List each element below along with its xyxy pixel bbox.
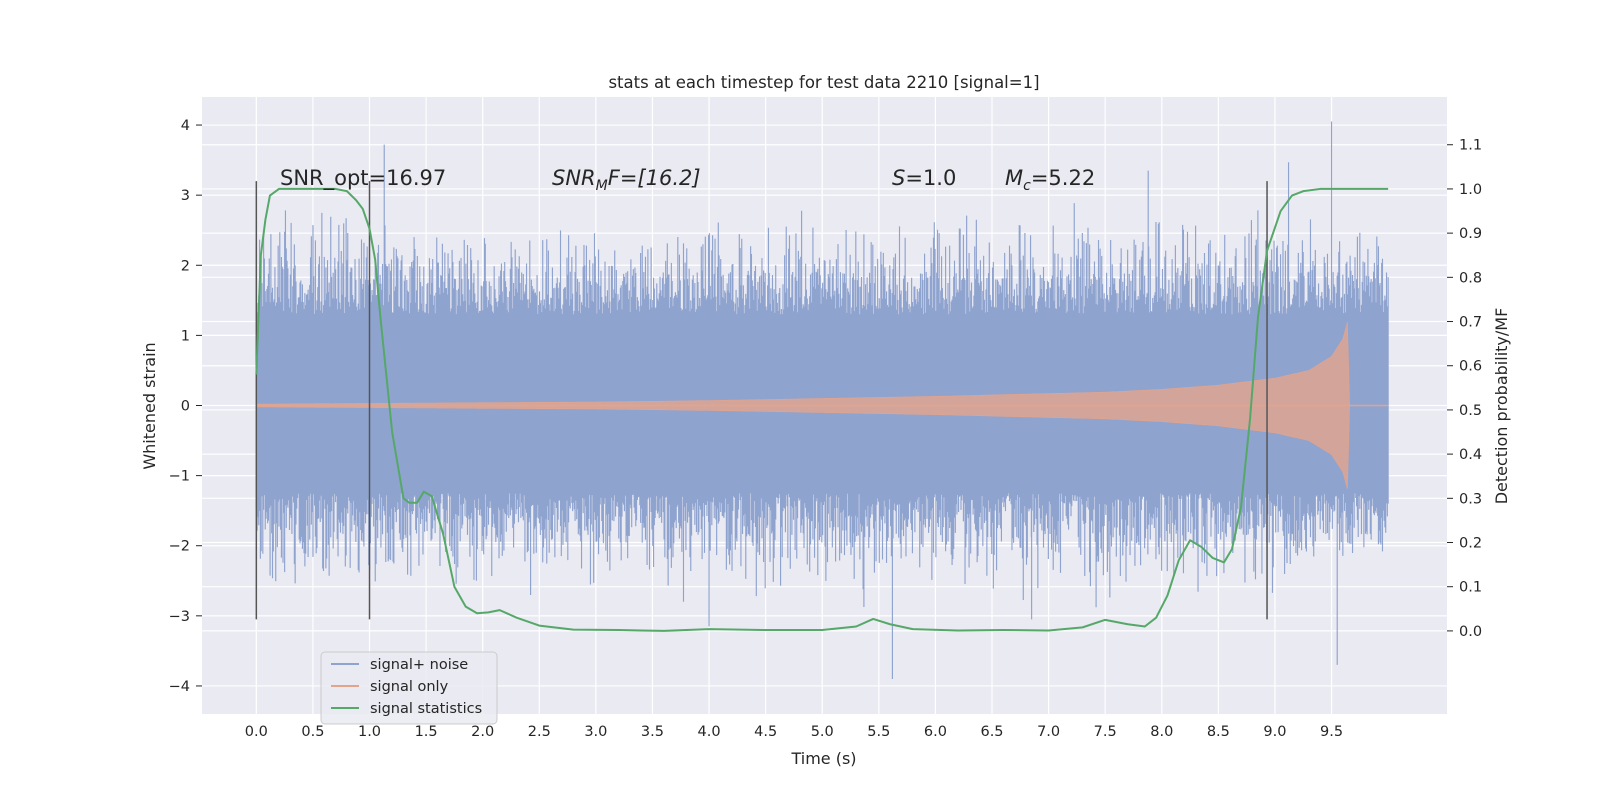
x-tick-label: 8.5 bbox=[1207, 724, 1230, 740]
x-tick-label: 6.5 bbox=[980, 724, 1003, 740]
x-tick-label: 5.0 bbox=[811, 724, 834, 740]
y-tick-label: −2 bbox=[169, 539, 190, 555]
y-tick-label: 2 bbox=[181, 258, 190, 274]
legend-label-noise: signal+ noise bbox=[370, 657, 468, 673]
y-axis-right-ticks: 1.1 1.0 0.9 0.8 0.7 0.6 0.5 0.4 0.3 0.2 0.1 0.0 bbox=[1447, 138, 1482, 640]
y-tick-label: 1 bbox=[181, 328, 190, 344]
y-right-tick-label: 0.0 bbox=[1459, 624, 1482, 640]
annotation-s: S=1.0 bbox=[892, 166, 956, 190]
chart-title: stats at each timestep for test data 221… bbox=[608, 73, 1039, 92]
annotation-snr-mf: SNRMF=[16.2] bbox=[552, 166, 701, 194]
x-axis-ticks: 0.0 0.5 1.0 1.5 2.0 2.5 3.0 3.5 4.0 4.5 5.0 5.5 6.0 6… bbox=[245, 724, 1343, 740]
x-tick-label: 9.0 bbox=[1263, 724, 1286, 740]
x-tick-label: 4.5 bbox=[754, 724, 777, 740]
x-tick-label: 0.5 bbox=[301, 724, 324, 740]
legend-label-signal: signal only bbox=[370, 679, 449, 695]
x-tick-label: 3.0 bbox=[584, 724, 607, 740]
y-tick-label: 3 bbox=[181, 188, 190, 204]
y-right-tick-label: 0.2 bbox=[1459, 536, 1482, 552]
x-tick-label: 2.0 bbox=[471, 724, 494, 740]
y-right-tick-label: 0.9 bbox=[1459, 226, 1482, 242]
legend: signal+ noise signal only signal statist… bbox=[320, 651, 498, 725]
x-tick-label: 4.0 bbox=[698, 724, 721, 740]
x-tick-label: 9.5 bbox=[1320, 724, 1343, 740]
y-tick-label: 4 bbox=[181, 118, 190, 134]
y-right-tick-label: 0.7 bbox=[1459, 315, 1482, 331]
x-tick-label: 7.0 bbox=[1037, 724, 1060, 740]
y-right-tick-label: 0.6 bbox=[1459, 359, 1482, 375]
x-tick-label: 8.0 bbox=[1150, 724, 1173, 740]
x-tick-label: 6.0 bbox=[924, 724, 947, 740]
annotations: SNR_opt=16.97 SNRMF=[16.2] S=1.0 Mc=5.22 bbox=[280, 166, 1095, 194]
legend-label-stats: signal statistics bbox=[370, 701, 482, 717]
y-right-tick-label: 0.3 bbox=[1459, 491, 1482, 507]
annotation-snr-opt: SNR_opt=16.97 bbox=[280, 166, 446, 191]
y-right-tick-label: 0.4 bbox=[1459, 447, 1482, 463]
x-tick-label: 0.0 bbox=[245, 724, 268, 740]
y-right-tick-label: 1.1 bbox=[1459, 138, 1482, 154]
y-right-tick-label: 1.0 bbox=[1459, 182, 1482, 198]
x-tick-label: 5.5 bbox=[867, 724, 890, 740]
y-right-tick-label: 0.1 bbox=[1459, 580, 1482, 596]
y-right-tick-label: 0.5 bbox=[1459, 403, 1482, 419]
signal-statistics-line bbox=[255, 187, 1389, 632]
x-tick-label: 1.5 bbox=[415, 724, 438, 740]
annotation-mc: Mc=5.22 bbox=[1005, 166, 1095, 194]
x-axis-label: Time (s) bbox=[790, 749, 856, 768]
x-tick-label: 7.5 bbox=[1094, 724, 1117, 740]
y-axis-right-label: Detection probability/MF bbox=[1492, 308, 1511, 505]
x-tick-label: 1.0 bbox=[358, 724, 381, 740]
series-signal-statistics bbox=[255, 187, 1389, 632]
x-tick-label: 2.5 bbox=[528, 724, 551, 740]
series-signal-only bbox=[256, 321, 1389, 490]
legend-box bbox=[320, 651, 498, 725]
y-tick-label: 0 bbox=[181, 399, 190, 415]
y-axis-ticks: 4 3 2 1 0 −1 −2 −3 −4 bbox=[169, 118, 202, 695]
y-tick-label: −3 bbox=[169, 609, 190, 625]
y-tick-label: −1 bbox=[169, 469, 190, 485]
x-tick-label: 3.5 bbox=[641, 724, 664, 740]
y-axis-label: Whitened strain bbox=[140, 342, 159, 469]
y-right-tick-label: 0.8 bbox=[1459, 270, 1482, 286]
y-tick-label: −4 bbox=[169, 679, 190, 695]
